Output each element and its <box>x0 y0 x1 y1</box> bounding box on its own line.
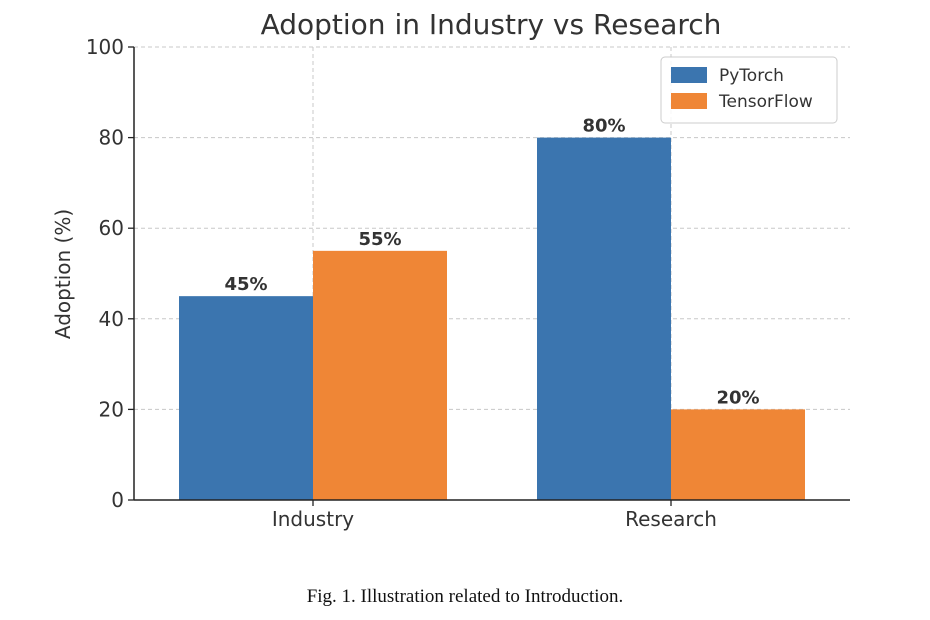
bar-value-label: 20% <box>716 387 759 408</box>
legend: PyTorch TensorFlow <box>660 56 838 124</box>
y-tick-label: 60 <box>99 216 124 240</box>
chart-title: Adoption in Industry vs Research <box>261 8 722 41</box>
axes: 0 20 40 60 80 100 Industry Research <box>86 35 850 531</box>
data-labels: 45% 80% 55% 20% <box>224 116 759 409</box>
bar-value-label: 45% <box>224 274 267 295</box>
y-tick-label: 100 <box>86 35 124 59</box>
y-tick-label: 0 <box>111 488 124 512</box>
y-tick-label: 80 <box>99 126 124 150</box>
legend-swatch-pytorch <box>671 67 707 83</box>
legend-swatch-tensorflow <box>671 93 707 109</box>
y-axis-label: Adoption (%) <box>51 209 75 339</box>
bar-tensorflow-research <box>671 409 805 500</box>
bar-value-label: 55% <box>358 229 401 250</box>
legend-label-pytorch: PyTorch <box>719 66 784 86</box>
bar-chart: 0 20 40 60 80 100 Industry Research 45% 80% 55% 20… <box>51 8 850 531</box>
bar-pytorch-industry <box>179 296 313 500</box>
figure-caption: Fig. 1. Illustration related to Introduc… <box>306 586 624 607</box>
bar-tensorflow-industry <box>313 250 447 500</box>
bars <box>179 137 805 500</box>
legend-label-tensorflow: TensorFlow <box>718 92 813 112</box>
x-tick-label: Research <box>625 507 717 531</box>
x-tick-label: Industry <box>272 507 354 531</box>
y-tick-label: 40 <box>99 307 124 331</box>
y-tick-label: 20 <box>99 397 124 421</box>
bar-value-label: 80% <box>582 116 625 137</box>
bar-pytorch-research <box>537 137 671 500</box>
